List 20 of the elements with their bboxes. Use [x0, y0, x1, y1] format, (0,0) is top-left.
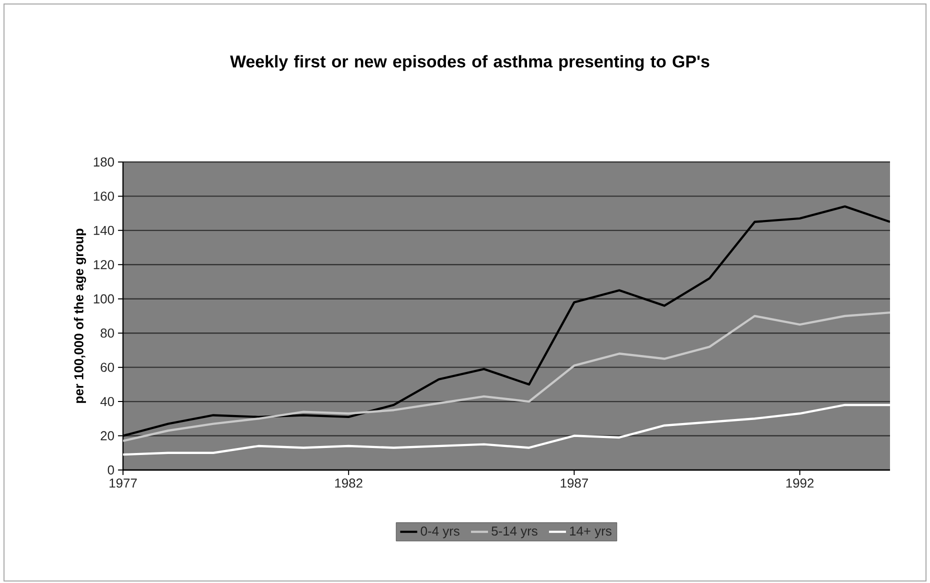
y-tick-label: 180: [94, 157, 114, 167]
x-tick-label: 1992: [786, 478, 814, 488]
y-tick-label: 40: [100, 396, 114, 406]
legend-label: 0-4 yrs: [420, 526, 460, 538]
y-tick-label: 20: [100, 431, 114, 440]
y-axis-title: per 100,000 of the age group: [74, 228, 86, 403]
line-series: [123, 311, 890, 442]
x-tick-label: 1977: [110, 478, 137, 488]
legend-label: 5-14 yrs: [492, 526, 538, 538]
chart-title: Weekly first or new episodes of asthma presenting to GP's: [230, 55, 710, 71]
y-tick-label: 100: [94, 294, 114, 304]
y-tick-label: 0: [108, 465, 114, 475]
x-tick-label: 1982: [335, 478, 362, 488]
y-tick-label: 120: [94, 260, 114, 270]
y-tick-label: 140: [94, 226, 114, 236]
x-tick-label: 1987: [560, 478, 588, 488]
legend-label: 14+ yrs: [570, 526, 612, 538]
y-tick-label: 160: [94, 192, 114, 201]
y-tick-label: 80: [100, 328, 114, 338]
y-tick-label: 60: [100, 362, 114, 372]
